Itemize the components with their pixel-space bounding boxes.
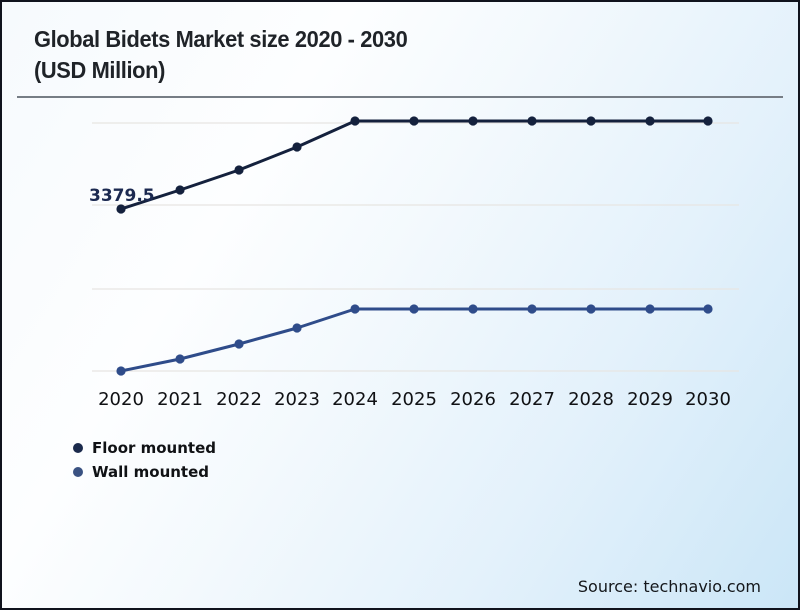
- x-tick-label: 2021: [157, 389, 203, 410]
- x-tick-label: 2024: [332, 389, 378, 410]
- data-point-floor-mounted: [527, 116, 537, 126]
- chart-legend: Floor mounted Wall mounted: [73, 436, 216, 484]
- series-line-floor-mounted: [119, 119, 710, 211]
- legend-label-wall-mounted: Wall mounted: [92, 463, 210, 481]
- legend-item-wall-mounted: Wall mounted: [73, 460, 216, 484]
- data-point-floor-mounted: [350, 116, 360, 126]
- data-point-wall-mounted: [527, 304, 537, 314]
- data-point-wall-mounted: [468, 304, 478, 314]
- legend-marker-icon: [73, 467, 83, 477]
- x-tick-label: 2026: [450, 389, 496, 410]
- data-point-floor-mounted: [409, 116, 419, 126]
- data-point-wall-mounted: [703, 304, 713, 314]
- data-point-wall-mounted: [175, 354, 185, 364]
- data-point-floor-mounted: [234, 165, 244, 175]
- data-point-wall-mounted: [116, 366, 126, 376]
- x-tick-label: 2020: [98, 389, 144, 410]
- data-point-floor-mounted: [116, 204, 126, 214]
- x-tick-label: 2028: [568, 389, 614, 410]
- data-point-floor-mounted: [703, 116, 713, 126]
- data-point-wall-mounted: [409, 304, 419, 314]
- title-divider: [17, 96, 783, 98]
- x-tick-label: 2025: [391, 389, 437, 410]
- x-tick-label: 2030: [685, 389, 731, 410]
- chart-title-line1: Global Bidets Market size 2020 - 2030: [34, 26, 408, 52]
- legend-marker-icon: [73, 443, 83, 453]
- legend-item-floor-mounted: Floor mounted: [73, 436, 216, 460]
- data-point-floor-mounted: [175, 185, 185, 195]
- source-attribution: Source: technavio.com: [577, 577, 761, 596]
- data-point-wall-mounted: [234, 339, 244, 349]
- data-point-floor-mounted: [292, 142, 302, 152]
- chart-title-line2: (USD Million): [34, 57, 165, 83]
- x-tick-label: 2023: [274, 389, 320, 410]
- series-line-wall-mounted: [119, 307, 710, 373]
- data-point-floor-mounted: [645, 116, 655, 126]
- chart-title: Global Bidets Market size 2020 - 2030 (U…: [34, 24, 408, 86]
- data-point-floor-mounted: [468, 116, 478, 126]
- data-label: 3379.5: [89, 186, 155, 206]
- data-point-wall-mounted: [292, 323, 302, 333]
- x-tick-label: 2027: [509, 389, 555, 410]
- data-point-wall-mounted: [350, 304, 360, 314]
- legend-label-floor-mounted: Floor mounted: [92, 439, 216, 457]
- x-tick-label: 2029: [627, 389, 673, 410]
- x-tick-label: 2022: [216, 389, 262, 410]
- data-point-wall-mounted: [645, 304, 655, 314]
- data-point-wall-mounted: [586, 304, 596, 314]
- data-point-floor-mounted: [586, 116, 596, 126]
